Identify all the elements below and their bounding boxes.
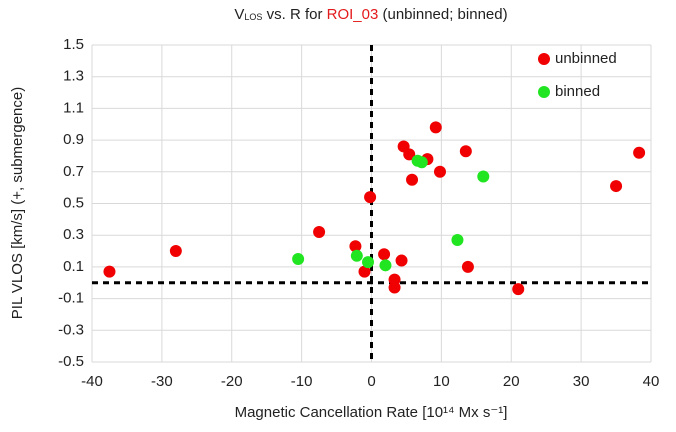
point xyxy=(358,265,371,278)
point xyxy=(364,191,377,204)
point xyxy=(378,248,391,261)
title-part: LOS xyxy=(244,12,262,22)
x-tick-label: -30 xyxy=(151,373,173,390)
legend-label: binned xyxy=(555,83,600,100)
chart-title: VLOS vs. R for ROI_03 (unbinned; binned) xyxy=(234,6,507,23)
y-tick-label: 0.9 xyxy=(63,131,84,148)
point xyxy=(459,145,472,158)
legend-label: unbinned xyxy=(555,50,617,67)
point xyxy=(379,259,392,272)
point xyxy=(349,240,362,253)
point xyxy=(429,121,442,134)
y-tick-label: 1.3 xyxy=(63,68,84,85)
x-tick-label: 20 xyxy=(503,373,520,390)
point xyxy=(461,260,474,273)
point xyxy=(477,170,490,183)
legend-marker xyxy=(538,53,550,65)
point xyxy=(512,283,525,296)
y-tick-label: 1.1 xyxy=(63,99,84,116)
title-part: (unbinned; binned) xyxy=(378,6,507,23)
title-part: vs. R for xyxy=(262,6,326,23)
legend-marker xyxy=(538,86,550,98)
y-tick-label: 0.3 xyxy=(63,226,84,243)
point xyxy=(633,146,646,159)
y-tick-label: 1.5 xyxy=(63,36,84,53)
y-tick-label: -0.1 xyxy=(58,290,84,307)
x-axis-label: Magnetic Cancellation Rate [10¹⁴ Mx s⁻¹] xyxy=(235,404,508,421)
point xyxy=(395,254,408,267)
title-part: ROI_03 xyxy=(327,6,379,23)
y-tick-label: -0.3 xyxy=(58,321,84,338)
x-tick-label: -40 xyxy=(81,373,103,390)
point xyxy=(406,173,419,186)
point xyxy=(103,265,116,278)
y-tick-label: -0.5 xyxy=(58,353,84,370)
point xyxy=(350,249,363,262)
point xyxy=(451,233,464,246)
y-tick-label: 0.5 xyxy=(63,194,84,211)
point xyxy=(415,156,428,169)
x-tick-label: 0 xyxy=(367,373,375,390)
point xyxy=(313,226,326,239)
x-tick-label: 40 xyxy=(643,373,660,390)
point xyxy=(403,148,416,161)
point xyxy=(610,180,623,193)
point xyxy=(388,281,401,294)
x-tick-label: 30 xyxy=(573,373,590,390)
point xyxy=(433,165,446,178)
x-tick-label: -20 xyxy=(221,373,243,390)
y-tick-label: 0.7 xyxy=(63,163,84,180)
y-axis-label: PIL VLOS [km/s] (+, submergence) xyxy=(9,87,26,319)
title-part: V xyxy=(234,6,244,23)
y-tick-label: 0.1 xyxy=(63,258,84,275)
point xyxy=(169,245,182,258)
x-tick-label: 10 xyxy=(433,373,450,390)
x-tick-label: -10 xyxy=(291,373,313,390)
point xyxy=(362,256,375,269)
point xyxy=(292,252,305,265)
